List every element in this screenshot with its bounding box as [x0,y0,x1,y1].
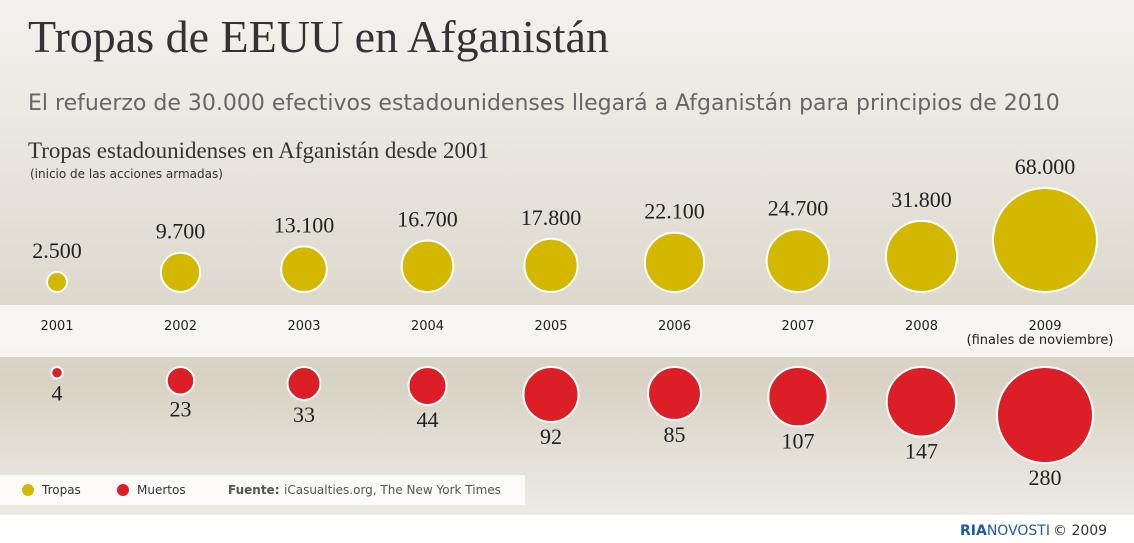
x-tick-label: 2008 [905,319,938,334]
x-tick-label: 2007 [781,319,814,334]
chart: Tropas de EEUU en Afganistán El refuerzo… [0,0,1134,543]
x-tick-label: 2009 [1028,319,1061,334]
page: {"chart_data": {"type": "bubble", "title… [0,0,1134,543]
credit-brand: NOVOSTI [987,523,1050,539]
value-label: 280 [1029,465,1062,490]
chart-subtitle: (inicio de las acciones armadas) [30,167,223,181]
subtitle: El refuerzo de 30.000 efectivos estadoun… [28,91,1060,116]
bubble [524,239,577,292]
legend-label: Tropas [41,483,81,497]
bubble [408,367,446,405]
value-label: 17.800 [521,205,582,230]
bubble [645,233,704,292]
value-label: 147 [905,439,938,464]
bubble [167,367,195,395]
value-label: 33 [293,402,315,427]
x-tick-label: 2003 [287,319,320,334]
credit-brand: RIA [960,523,987,539]
x-tick-label: 2002 [164,319,197,334]
x-tick-label: 2001 [40,319,73,334]
value-label: 85 [664,422,686,447]
bubble [288,367,321,400]
value-label: 31.800 [891,187,952,212]
bubble [997,367,1093,463]
chart-title: Tropas estadounidenses en Afganistán des… [28,138,489,163]
legend-marker [22,484,34,496]
x-tick-label: 2004 [411,319,444,334]
value-label: 107 [782,428,815,453]
value-label: 68.000 [1015,154,1076,179]
bubble [47,272,67,292]
value-label: 23 [170,397,192,422]
value-label: 24.700 [768,195,829,220]
value-label: 92 [540,424,562,449]
credit: RIANOVOSTI [960,523,1050,539]
legend-marker [117,484,129,496]
bubble [886,221,957,292]
value-label: 9.700 [156,219,206,244]
bubble [887,367,957,437]
annotation: (finales de noviembre) [967,333,1114,348]
title: Tropas de EEUU en Afganistán [28,11,609,62]
bubble [993,188,1097,292]
source-label: Fuente: [228,483,280,497]
value-label: 22.100 [644,199,705,224]
value-label: 4 [52,380,63,405]
bubble [51,367,62,378]
value-label: 13.100 [274,212,335,237]
bubble [402,240,454,292]
bubble [281,246,327,292]
value-label: 2.500 [32,238,82,263]
value-label: 44 [417,407,439,432]
credit-year: © 2009 [1053,523,1107,539]
bubble [523,367,578,422]
bubble [161,253,200,292]
source: iCasualties.org, The New York Times [284,483,501,497]
bubble [648,367,701,420]
x-tick-label: 2006 [658,319,691,334]
bubble [767,229,830,292]
value-label: 16.700 [397,206,458,231]
legend-label: Muertos [137,483,186,497]
x-tick-label: 2005 [534,319,567,334]
bubble [768,367,827,426]
